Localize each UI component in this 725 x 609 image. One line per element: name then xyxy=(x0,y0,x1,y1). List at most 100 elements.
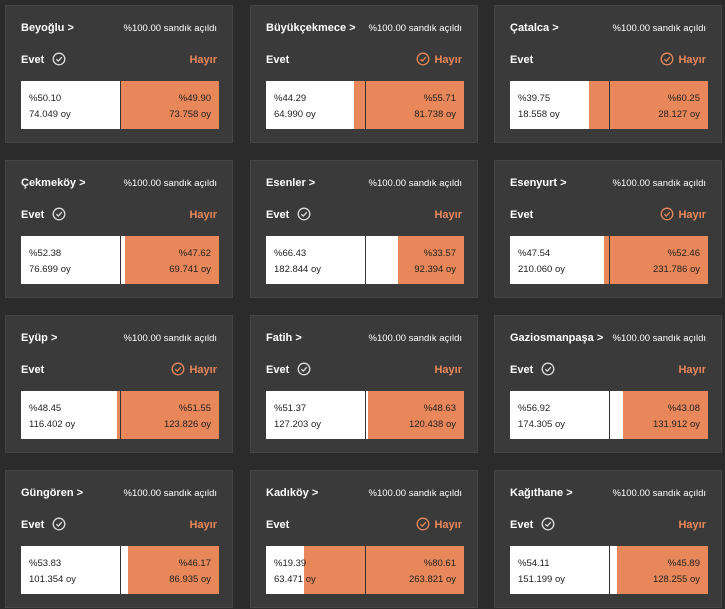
opened-status: %100.00 sandık açıldı xyxy=(368,333,462,344)
opened-status: %100.00 sandık açıldı xyxy=(612,488,706,499)
yes-bar xyxy=(21,391,117,439)
district-name: Beyoğlu > xyxy=(21,22,74,34)
no-bar xyxy=(622,391,708,439)
no-bar xyxy=(124,236,219,284)
result-card: Çatalca > %100.00 sandık açıldı Evet Hayır%… xyxy=(494,5,722,143)
check-svg xyxy=(52,52,66,66)
result-bar: %48.45 116.402 oy %51.55 123.826 oy xyxy=(21,391,219,439)
no-bar xyxy=(367,391,464,439)
yes-label: Evet xyxy=(266,519,290,531)
yes-votes: 151.199 oy xyxy=(518,574,566,585)
result-bar: %44.29 64.990 oy %55.71 81.738 oy xyxy=(266,81,464,129)
result-card: Kadıköy > %100.00 sandık açıldı Evet Hayır%… xyxy=(250,470,478,608)
district-name: Kadıköy > xyxy=(266,487,319,499)
check-icon xyxy=(52,207,66,226)
no-label: Hayır xyxy=(678,519,706,531)
no-votes: 92.394 oy xyxy=(414,264,456,275)
check-svg xyxy=(541,362,555,376)
yes-label: Evet xyxy=(266,54,290,66)
yes-bar xyxy=(510,391,623,439)
district-name: Fatih > xyxy=(266,332,302,344)
check-icon xyxy=(660,207,674,226)
yes-label: Evet xyxy=(21,364,45,376)
no-bar xyxy=(120,81,219,129)
no-percent: %51.55 xyxy=(178,403,211,414)
yes-percent: %56.92 xyxy=(518,403,551,414)
yes-label: Evet xyxy=(21,54,45,66)
no-votes: 128.255 oy xyxy=(652,574,700,585)
district-name: Eyüp > xyxy=(21,332,58,344)
opened-status: %100.00 sandık açıldı xyxy=(368,488,462,499)
no-percent: %49.90 xyxy=(178,93,211,104)
no-bar xyxy=(617,546,708,594)
yes-votes: 127.203 oy xyxy=(274,419,322,430)
yes-label: Evet xyxy=(510,209,534,221)
no-bar xyxy=(397,236,464,284)
district-name: Büyükçekmece > xyxy=(266,22,356,34)
district-name: Gaziosmanpaşa > xyxy=(510,332,604,344)
yes-bar xyxy=(266,546,305,594)
check-svg xyxy=(660,52,674,66)
no-label: Hayır xyxy=(434,209,462,221)
yes-label: Evet xyxy=(266,364,290,376)
district-name: Güngören > xyxy=(21,487,84,499)
yes-votes: 74.049 oy xyxy=(29,109,71,120)
no-percent: %45.89 xyxy=(667,558,700,569)
no-votes: 263.821 oy xyxy=(408,574,456,585)
no-percent: %80.61 xyxy=(423,558,456,569)
result-card: Büyükçekmece > %100.00 sandık açıldı Evet H… xyxy=(250,5,478,143)
no-label: Hayır xyxy=(434,519,462,531)
result-card: Eyüp > %100.00 sandık açıldı Evet Hayır %48.… xyxy=(5,315,233,453)
yes-percent: %48.45 xyxy=(29,403,62,414)
yes-bar xyxy=(266,81,354,129)
result-bar: %50.10 74.049 oy %49.90 73.758 oy xyxy=(21,81,219,129)
yes-label: Evet xyxy=(266,209,290,221)
district-name: Esenyurt > xyxy=(510,177,567,189)
midline xyxy=(120,236,121,284)
midline xyxy=(365,81,366,129)
result-card: Çekmeköy > %100.00 sandık açıldı Evet Hayır… xyxy=(5,160,233,298)
result-bar: %47.54 210.060 oy %52.46 231.786 oy xyxy=(510,236,708,284)
check-icon xyxy=(297,362,311,381)
check-icon xyxy=(416,52,430,71)
no-votes: 28.127 oy xyxy=(658,109,700,120)
midline xyxy=(609,81,610,129)
opened-status: %100.00 sandık açıldı xyxy=(612,178,706,189)
result-bar: %19.39 63.471 oy %80.61 263.821 oy xyxy=(266,546,464,594)
yes-percent: %54.11 xyxy=(518,558,550,569)
no-votes: 69.741 oy xyxy=(169,264,211,275)
check-icon xyxy=(52,52,66,71)
check-icon xyxy=(541,362,555,381)
yes-percent: %47.54 xyxy=(518,248,551,259)
yes-bar xyxy=(266,236,398,284)
yes-votes: 116.402 oy xyxy=(29,419,76,430)
yes-votes: 174.305 oy xyxy=(518,419,566,430)
check-icon xyxy=(297,207,311,226)
check-svg xyxy=(297,207,311,221)
no-percent: %48.63 xyxy=(423,403,456,414)
no-percent: %60.25 xyxy=(667,93,700,104)
yes-votes: 18.558 oy xyxy=(518,109,560,120)
no-label: Hayır xyxy=(678,54,706,66)
no-label: Hayır xyxy=(189,519,217,531)
opened-status: %100.00 sandık açıldı xyxy=(123,333,217,344)
midline xyxy=(365,546,366,594)
opened-status: %100.00 sandık açıldı xyxy=(612,333,706,344)
yes-percent: %50.10 xyxy=(29,93,62,104)
yes-votes: 64.990 oy xyxy=(274,109,316,120)
yes-percent: %44.29 xyxy=(274,93,307,104)
result-bar: %66.43 182.844 oy %33.57 92.394 oy xyxy=(266,236,464,284)
no-percent: %43.08 xyxy=(667,403,700,414)
no-label: Hayır xyxy=(678,209,706,221)
result-bar: %54.11 151.199 oy %45.89 128.255 oy xyxy=(510,546,708,594)
yes-label: Evet xyxy=(510,519,534,531)
no-votes: 231.786 oy xyxy=(652,264,700,275)
yes-label: Evet xyxy=(510,54,534,66)
yes-votes: 76.699 oy xyxy=(29,264,71,275)
no-votes: 120.438 oy xyxy=(408,419,456,430)
yes-percent: %66.43 xyxy=(274,248,307,259)
no-label: Hayır xyxy=(189,364,217,376)
result-bar: %51.37 127.203 oy %48.63 120.438 oy xyxy=(266,391,464,439)
result-card: Esenler > %100.00 sandık açıldı Evet Hayır%… xyxy=(250,160,478,298)
